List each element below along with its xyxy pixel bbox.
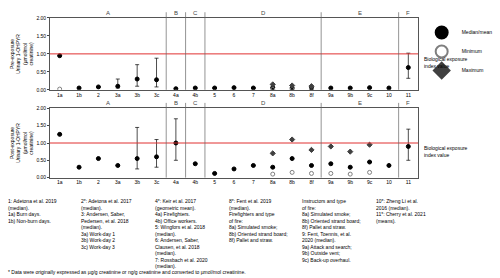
svg-text:Median/mean: Median/mean xyxy=(462,29,493,35)
svg-text:* Data were originally express: * Data were originally expressed as µg/g… xyxy=(8,269,246,275)
svg-text:8b: 8b xyxy=(289,92,295,98)
svg-text:F: F xyxy=(406,100,410,106)
svg-text:8f: 8f xyxy=(309,179,314,185)
svg-text:2*: Adetona et al. 2017(median: 2*: Adetona et al. 2017(median).3: Ander… xyxy=(81,198,132,250)
svg-text:6: 6 xyxy=(233,179,236,185)
svg-text:A: A xyxy=(106,10,110,16)
svg-text:9a: 9a xyxy=(328,179,334,185)
svg-text:9a: 9a xyxy=(328,92,334,98)
svg-text:1b: 1b xyxy=(76,179,82,185)
svg-text:3c: 3c xyxy=(154,179,160,185)
svg-text:4a: 4a xyxy=(173,92,179,98)
svg-text:4a: 4a xyxy=(173,179,179,185)
svg-text:2.00: 2.00 xyxy=(36,15,46,21)
svg-text:A: A xyxy=(106,100,110,106)
svg-text:1.00: 1.00 xyxy=(36,51,46,57)
svg-text:8b: 8b xyxy=(289,179,295,185)
svg-text:D: D xyxy=(261,100,266,106)
svg-text:F: F xyxy=(406,10,410,16)
svg-text:7: 7 xyxy=(252,179,255,185)
svg-text:4*: Keir et al. 2017(geometric: 4*: Keir et al. 2017(geometric mean).4a)… xyxy=(155,198,208,269)
svg-text:11: 11 xyxy=(406,92,411,98)
svg-text:D: D xyxy=(261,10,266,16)
svg-text:Pre-exposureUrinary 1-OHPYR(µm: Pre-exposureUrinary 1-OHPYR(µmol/molcrea… xyxy=(9,34,35,74)
svg-text:5: 5 xyxy=(213,92,216,98)
svg-text:1.00: 1.00 xyxy=(36,140,46,146)
svg-text:3a: 3a xyxy=(115,92,121,98)
svg-text:8a: 8a xyxy=(270,92,276,98)
svg-text:2: 2 xyxy=(97,92,100,98)
svg-text:B: B xyxy=(174,10,178,16)
svg-text:4b: 4b xyxy=(192,92,198,98)
svg-text:1.50: 1.50 xyxy=(36,33,46,39)
svg-text:1: Adetona et al. 2019(median): 1: Adetona et al. 2019(median).1a) Burn … xyxy=(8,198,57,224)
svg-text:E: E xyxy=(358,100,362,106)
svg-text:2.00: 2.00 xyxy=(36,105,46,111)
svg-text:8a: 8a xyxy=(270,179,276,185)
svg-text:9c: 9c xyxy=(367,179,373,185)
svg-text:C: C xyxy=(193,100,198,106)
svg-text:3a: 3a xyxy=(115,179,121,185)
svg-text:Instructors and typeof fire:8a: Instructors and typeof fire:8a) Simulate… xyxy=(302,198,361,263)
svg-text:B: B xyxy=(174,100,178,106)
svg-text:3c: 3c xyxy=(154,92,160,98)
svg-text:Maximum: Maximum xyxy=(462,67,484,73)
svg-text:0.00: 0.00 xyxy=(36,174,46,180)
svg-text:10*: Zheng Li et al.2016 (medi: 10*: Zheng Li et al.2016 (median).11*: C… xyxy=(376,198,426,224)
svg-text:3b: 3b xyxy=(134,92,140,98)
svg-text:Post-exposureUrinary 1-OHPYR(µ: Post-exposureUrinary 1-OHPYR(µmol/molcre… xyxy=(9,123,35,163)
svg-text:11: 11 xyxy=(406,179,411,185)
svg-text:Biological exposureindex value: Biological exposureindex value xyxy=(424,56,468,69)
svg-text:3b: 3b xyxy=(134,179,140,185)
svg-text:10: 10 xyxy=(386,92,392,98)
svg-text:8*: Fent et al. 2019(median).F: 8*: Fent et al. 2019(median).Firefighter… xyxy=(229,198,288,243)
svg-text:7: 7 xyxy=(252,92,255,98)
svg-text:9c: 9c xyxy=(367,92,373,98)
svg-text:10: 10 xyxy=(386,179,392,185)
svg-text:6: 6 xyxy=(233,92,236,98)
svg-text:5: 5 xyxy=(213,179,216,185)
svg-text:1a: 1a xyxy=(57,179,63,185)
svg-text:1.50: 1.50 xyxy=(36,122,46,128)
svg-text:1a: 1a xyxy=(57,92,63,98)
svg-text:9b: 9b xyxy=(347,179,353,185)
svg-text:0.50: 0.50 xyxy=(36,157,46,163)
svg-text:4b: 4b xyxy=(192,179,198,185)
svg-text:Minimum: Minimum xyxy=(462,48,482,54)
svg-text:E: E xyxy=(358,10,362,16)
svg-text:0.50: 0.50 xyxy=(36,69,46,75)
svg-text:0.00: 0.00 xyxy=(36,87,46,93)
svg-text:C: C xyxy=(193,10,198,16)
svg-text:1b: 1b xyxy=(76,92,82,98)
svg-text:Biological exposureindex value: Biological exposureindex value xyxy=(424,145,468,158)
svg-text:8f: 8f xyxy=(309,92,314,98)
svg-text:9b: 9b xyxy=(347,92,353,98)
svg-text:2: 2 xyxy=(97,179,100,185)
